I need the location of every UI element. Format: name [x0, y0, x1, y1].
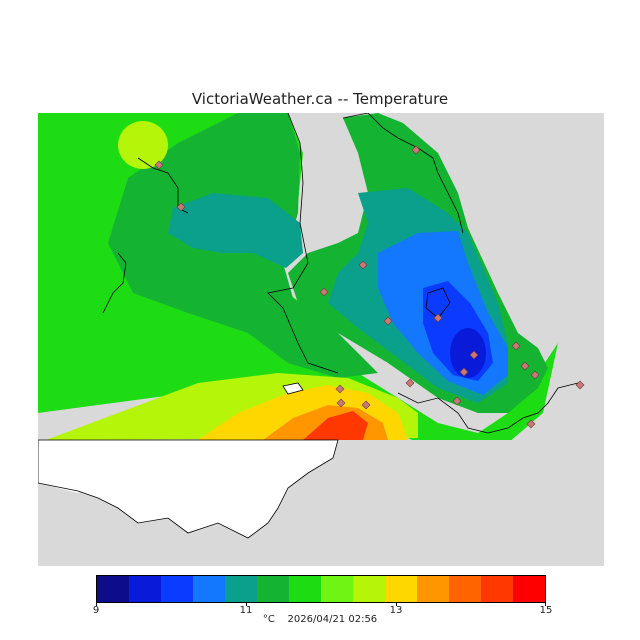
outside-landmass [38, 439, 339, 539]
temperature-legend: 9 11 13 15 [93, 575, 552, 616]
map-title: VictoriaWeather.ca -- Temperature [191, 90, 449, 108]
station-marker[interactable] [469, 350, 479, 360]
station-marker[interactable] [336, 398, 346, 408]
legend-swatch [321, 576, 353, 602]
timestamp: 2026/04/21 02:56 [287, 614, 378, 625]
legend-swatch [225, 576, 257, 602]
legend-tick [246, 602, 247, 606]
station-marker[interactable] [459, 367, 469, 377]
station-marker[interactable] [176, 202, 186, 212]
legend-tick-label: 9 [92, 605, 100, 616]
island-outline-south [282, 382, 304, 395]
legend-swatch [257, 576, 289, 602]
station-marker[interactable] [411, 145, 421, 155]
station-marker[interactable] [358, 260, 368, 270]
station-markers [154, 145, 585, 429]
legend-swatch [193, 576, 225, 602]
legend-tick-label: 13 [389, 605, 403, 616]
zone-15c [303, 411, 368, 440]
legend-color-bar [96, 575, 546, 603]
legend-tick [396, 602, 397, 606]
station-marker[interactable] [511, 341, 521, 351]
legend-swatch [417, 576, 449, 602]
zone-9c-core [450, 328, 486, 378]
coastline-central [267, 113, 339, 374]
legend-swatch [449, 576, 481, 602]
station-marker[interactable] [405, 378, 415, 388]
station-marker[interactable] [433, 313, 443, 323]
station-marker[interactable] [520, 361, 530, 371]
coastline-peninsula [342, 113, 464, 234]
station-marker[interactable] [361, 400, 371, 410]
legend-swatch [289, 576, 321, 602]
station-marker[interactable] [154, 160, 164, 170]
legend-swatch [481, 576, 513, 602]
station-marker[interactable] [575, 380, 585, 390]
station-marker[interactable] [526, 419, 536, 429]
legend-swatch [161, 576, 193, 602]
legend-tick-label: 11 [239, 605, 253, 616]
station-marker[interactable] [335, 384, 345, 394]
station-marker[interactable] [452, 396, 462, 406]
unit-label: °C [262, 614, 275, 625]
zone-11c-teal [168, 193, 303, 268]
temperature-map [38, 113, 604, 566]
station-marker[interactable] [530, 370, 540, 380]
zone-13c-northwest-blob [118, 121, 168, 169]
map-footer: °C 2026/04/21 02:56 [0, 614, 640, 625]
legend-tick [96, 602, 97, 606]
coastline-south-islands [397, 382, 579, 434]
map-canvas [38, 113, 604, 566]
station-marker[interactable] [319, 287, 329, 297]
legend-swatch [97, 576, 129, 602]
legend-swatch [129, 576, 161, 602]
station-marker[interactable] [383, 316, 393, 326]
legend-tick [545, 602, 546, 606]
legend-swatch [513, 576, 545, 602]
legend-swatch [385, 576, 417, 602]
legend-swatch [353, 576, 385, 602]
island-outline [425, 287, 451, 319]
legend-tick-label: 15 [539, 605, 553, 616]
